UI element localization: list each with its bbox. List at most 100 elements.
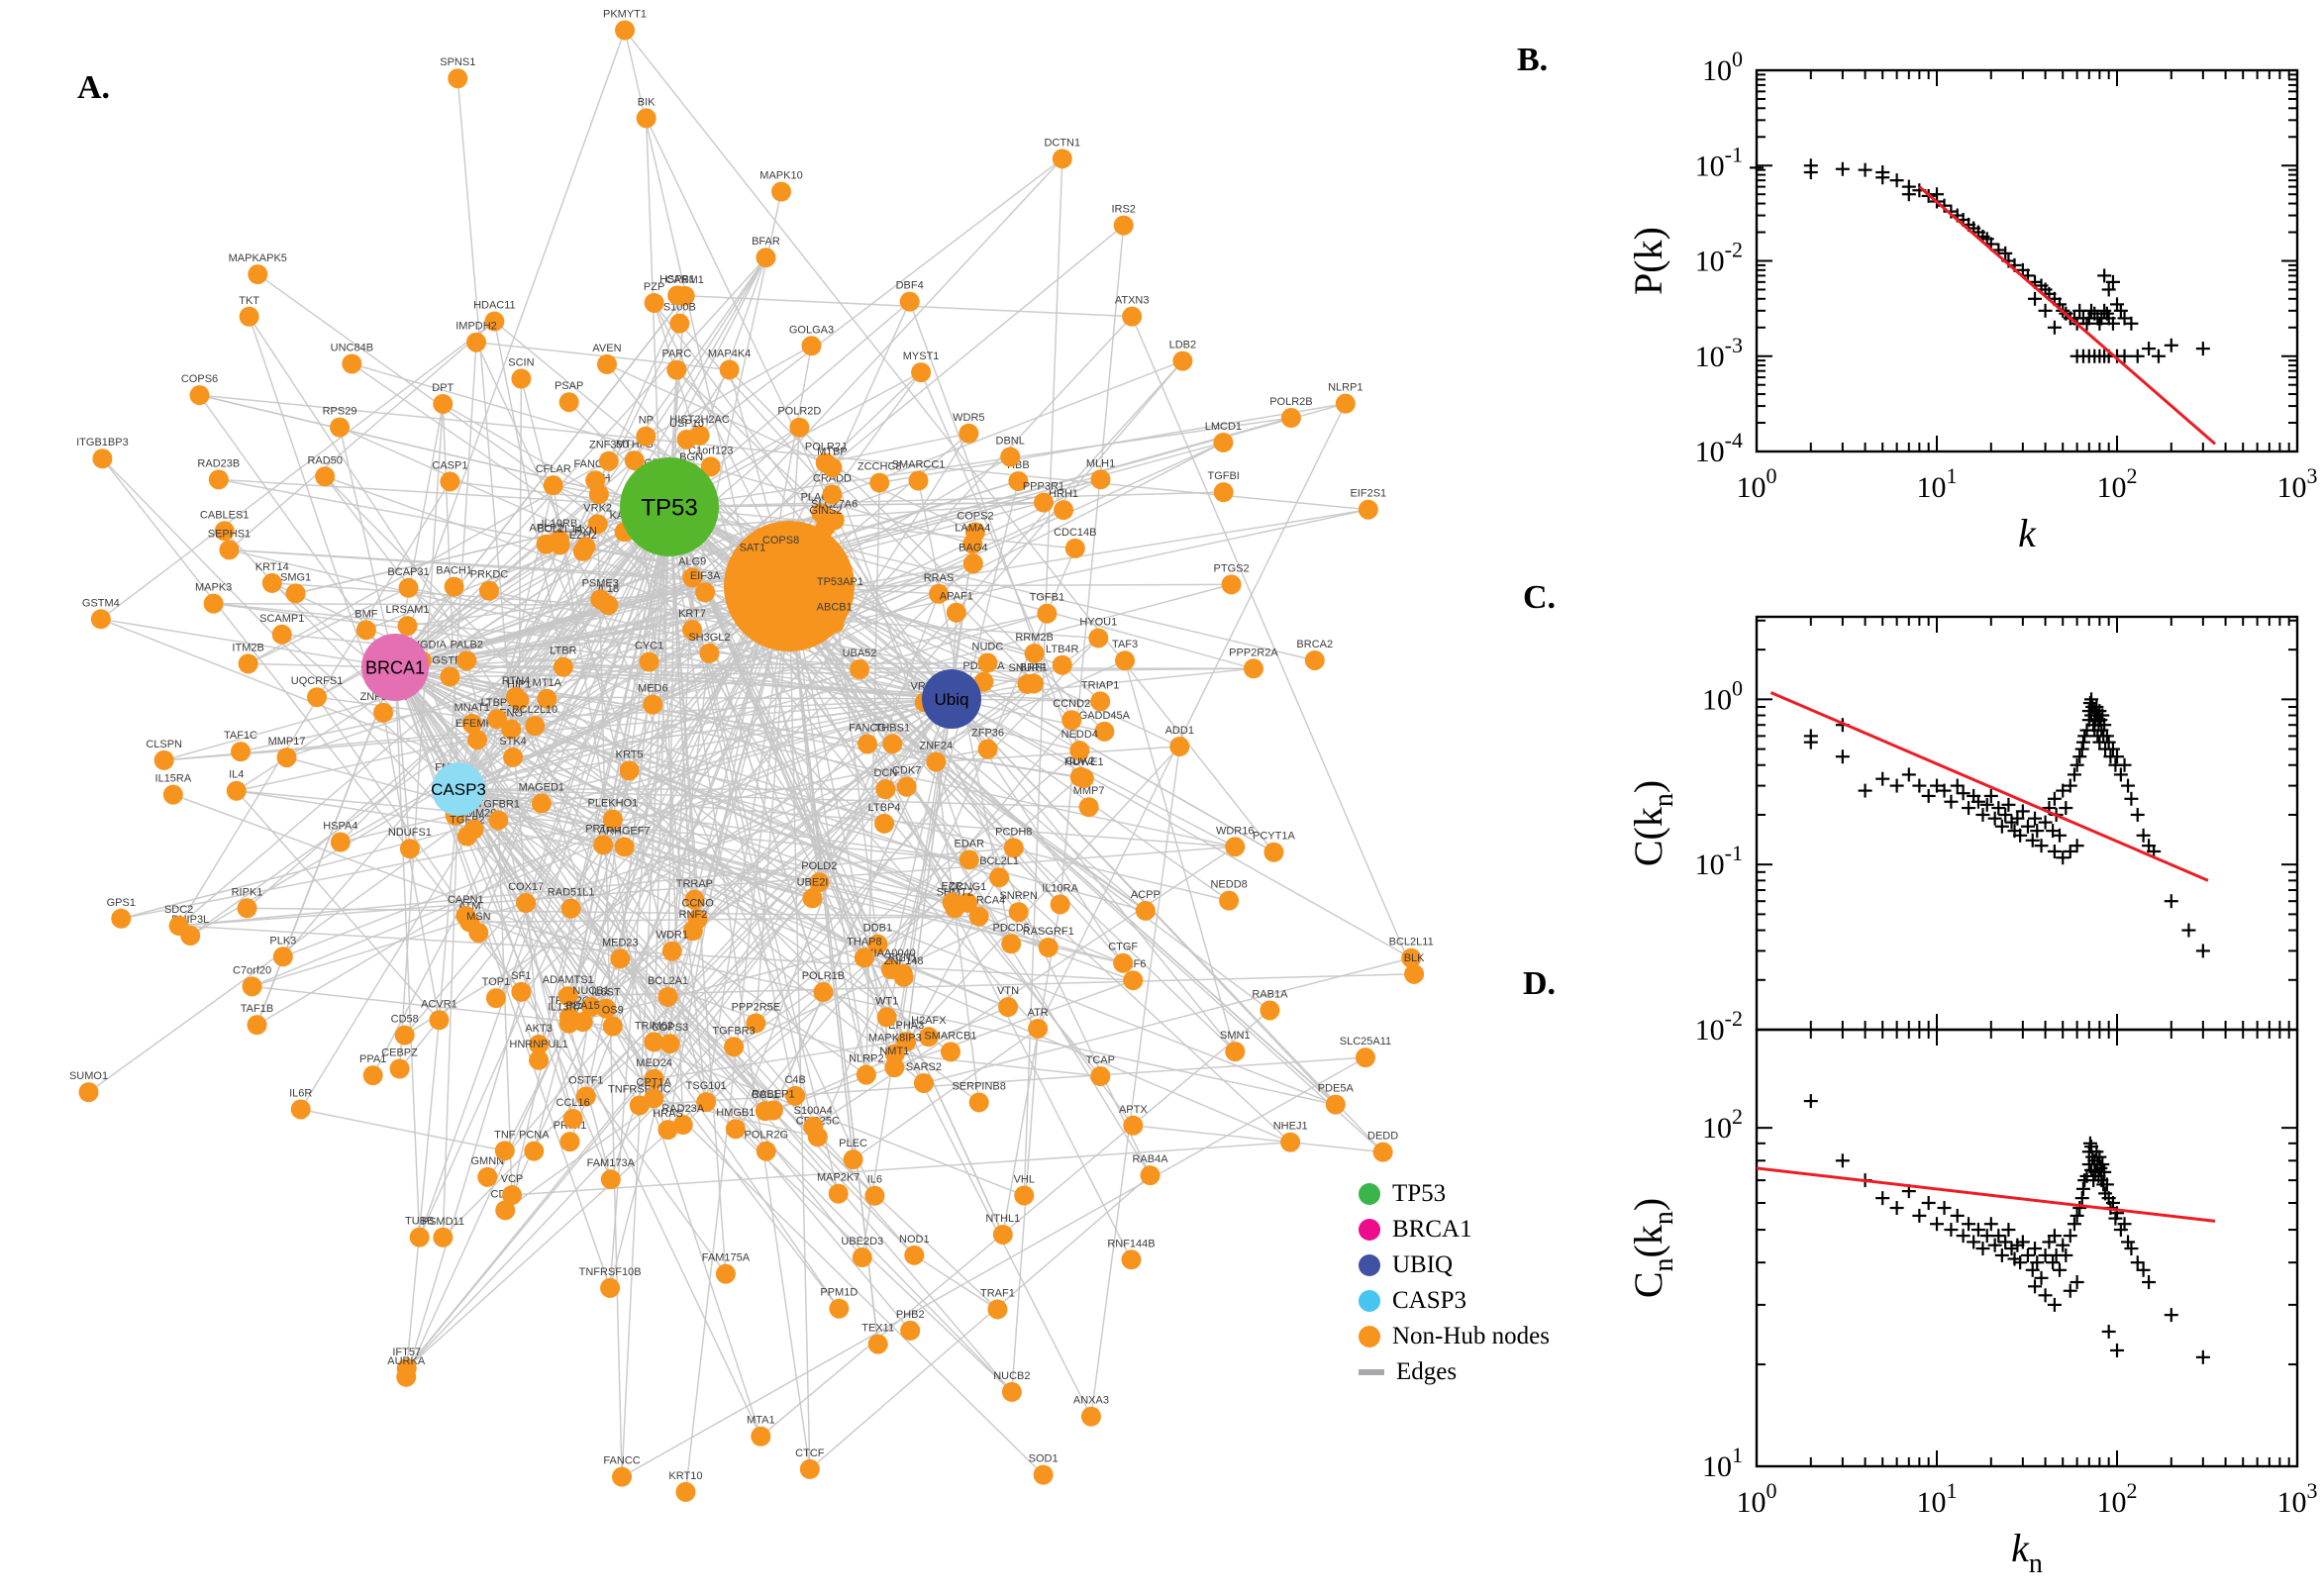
network-node [1028, 1018, 1049, 1039]
network-node [1008, 470, 1029, 491]
network-node [330, 417, 351, 438]
network-node-label: MED24 [636, 1057, 672, 1069]
network-node-label: MTA1 [747, 1415, 775, 1427]
network-node-label: TGFBR3 [712, 1025, 755, 1037]
network-node [575, 537, 596, 557]
network-node-label: PHB2 [896, 1309, 925, 1321]
network-node-label: IRS2 [1111, 204, 1135, 216]
network-node [864, 1185, 885, 1206]
network-node-label: S100A4 [794, 1105, 833, 1117]
network-node [615, 20, 636, 41]
network-node-label: ALG9 [678, 555, 706, 567]
network-node [433, 393, 454, 414]
network-node [543, 475, 563, 496]
legend-item: Edges [1359, 1358, 1550, 1385]
hub-node-label: CASP3 [431, 780, 486, 799]
network-node [168, 916, 189, 937]
network-node-label: KIAA0040 [866, 948, 916, 959]
network-node-label: NUDC [972, 641, 1004, 652]
network-node-label: LAMA4 [955, 522, 990, 534]
network-node [1121, 1249, 1142, 1270]
network-node [989, 867, 1010, 888]
network-node-label: TOP1 [482, 976, 511, 988]
network-node [803, 1116, 824, 1137]
network-node [854, 948, 874, 968]
network-node-label: TRAF1 [980, 1287, 1015, 1299]
network-node [1090, 1066, 1111, 1087]
network-node [667, 285, 688, 306]
network-node-label: ITGB1BP3 [76, 437, 129, 449]
network-node-label: HMGB1 [716, 1107, 755, 1119]
network-node [824, 613, 845, 634]
network-node [330, 832, 351, 852]
network-node-label: PPM1D [820, 1287, 858, 1299]
network-node [682, 921, 703, 942]
legend-item: BRCA1 [1359, 1216, 1550, 1243]
network-node-label: UQCRFS1 [291, 675, 344, 687]
network-node [315, 466, 336, 487]
network-node-label: EDAR [955, 838, 985, 849]
network-node-label: PPA1 [359, 1053, 386, 1065]
network-node-label: EPHA3 [888, 1020, 924, 1032]
network-node-label: ADD1 [1165, 725, 1194, 737]
network-node [962, 534, 983, 554]
network-node [478, 580, 499, 601]
network-node [977, 739, 998, 759]
axis-tick-label: 101 [1917, 463, 1958, 504]
network-node [429, 1010, 450, 1031]
network-node [643, 694, 663, 715]
network-node [1033, 1464, 1054, 1485]
network-node [770, 546, 791, 566]
network-node-label: HDAC11 [473, 300, 516, 312]
network-node [1135, 900, 1156, 921]
network-node-label: PDE5A [1318, 1083, 1355, 1095]
network-node-label: NEDD8 [1210, 879, 1247, 891]
network-node-label: POLR2B [1269, 396, 1312, 408]
network-node-label: DEDD [1367, 1131, 1398, 1143]
network-node [1355, 1047, 1375, 1068]
network-node-label: SMG1 [280, 571, 311, 583]
network-node-label: TRIM62 [635, 1020, 673, 1032]
network-node-label: MT1A [533, 677, 562, 689]
network-node-label: RABEP1 [752, 1088, 794, 1100]
network-node [440, 666, 460, 687]
network-node [1263, 842, 1284, 862]
network-node [1094, 721, 1115, 742]
axis-tick-label: 103 [2277, 1478, 2318, 1519]
axis-tick-label: 10-1 [1695, 142, 1743, 182]
network-node-label: BCL2L14 [537, 523, 582, 535]
network-node-label: PSMD11 [422, 1216, 464, 1228]
network-node [1213, 482, 1234, 503]
network-node [669, 313, 690, 334]
axis-tick-label: 102 [2097, 1478, 2138, 1519]
axis-tick-label: 10-2 [1695, 1006, 1743, 1047]
network-node-label: HIP1 [507, 678, 531, 690]
network-node [203, 593, 224, 614]
network-node-label: HIST2H2AC [669, 414, 730, 426]
network-node [1064, 538, 1085, 558]
network-node-label: PKMYT1 [603, 9, 647, 21]
network-node-label: PCDH8 [995, 826, 1032, 838]
network-node-label: SMARCB1 [924, 1030, 976, 1042]
network-node [869, 472, 890, 493]
network-node-label: GADD45A [1079, 710, 1131, 722]
network-node [239, 306, 259, 327]
network-node-label: TNFRSF10B [579, 1266, 642, 1278]
network-node-label: RASGRF1 [1023, 926, 1074, 938]
network-node-label: SERPINB8 [952, 1080, 1005, 1092]
network-node [463, 819, 484, 840]
network-node [813, 982, 834, 1003]
network-node [785, 1085, 806, 1106]
network-node [1078, 797, 1099, 818]
legend-item: UBIQ [1359, 1251, 1550, 1278]
network-node-label: PXN [574, 525, 597, 537]
network-node-label: PPP2R5E [732, 1001, 781, 1013]
network-node-label: C1orf123 [688, 445, 733, 456]
network-node [852, 1247, 872, 1268]
network-node [600, 1277, 621, 1298]
network-node-label: BCL2L11 [1389, 937, 1434, 948]
network-node [1054, 500, 1074, 521]
network-node-label: ZCCHC8 [858, 461, 902, 473]
network-node [675, 1481, 696, 1502]
network-node-label: RIPK1 [232, 886, 263, 898]
